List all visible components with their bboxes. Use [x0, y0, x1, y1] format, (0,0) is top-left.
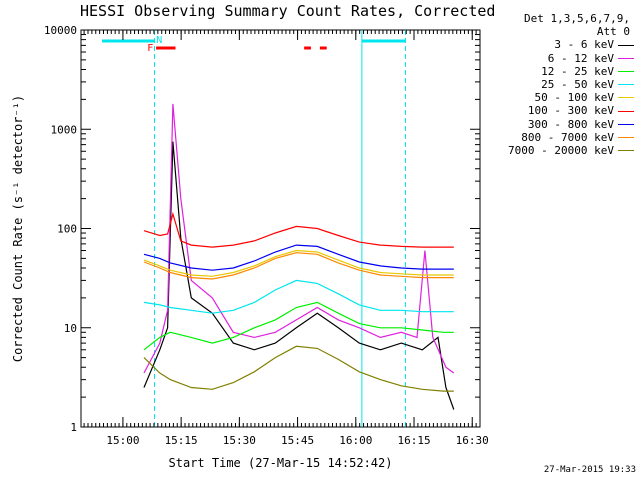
- series-line-3: [143, 301, 454, 351]
- legend-swatch: [618, 136, 634, 138]
- series-line-2: [143, 103, 455, 374]
- y-tick-label-10000: 10000: [44, 24, 77, 37]
- flare-flag-label: F: [147, 43, 153, 54]
- legend-entry-label: 3 - 6 keV: [554, 38, 614, 52]
- y-tick-label-1000: 1000: [51, 123, 78, 136]
- legend-entry-9: 7000 - 20000 keV: [484, 144, 634, 157]
- legend-entry-label: 25 - 50 keV: [541, 78, 614, 92]
- legend-entry-3: 12 - 25 keV: [484, 65, 634, 78]
- legend-entry-label: 12 - 25 keV: [541, 64, 614, 78]
- series-line-5: [143, 249, 454, 277]
- x-tick-label-5: 16:15: [397, 434, 430, 447]
- legend-entry-label: 50 - 100 keV: [534, 91, 614, 105]
- legend-entry-4: 25 - 50 keV: [484, 78, 634, 91]
- x-tick-label-2: 15:30: [223, 434, 256, 447]
- y-tick-label-1: 1: [70, 421, 77, 434]
- legend-swatch: [618, 57, 634, 59]
- legend-entry-2: 6 - 12 keV: [484, 52, 634, 65]
- night-flag-label: N: [156, 35, 162, 46]
- x-axis-label: Start Time (27-Mar-15 14:52:42): [169, 456, 393, 470]
- legend-entry-7: 300 - 800 keV: [484, 118, 634, 131]
- x-tick-label-6: 16:30: [456, 434, 489, 447]
- y-tick-label-10: 10: [64, 322, 77, 335]
- legend-attenuator: Att 0: [596, 25, 630, 39]
- series-line-7: [143, 244, 454, 271]
- legend-entry-label: 800 - 7000 keV: [521, 130, 614, 144]
- y-axis-label: Corrected Count Rate (s⁻¹ detector⁻¹): [11, 95, 25, 362]
- legend-entry-1: 3 - 6 keV: [484, 38, 634, 51]
- legend-swatch: [618, 97, 634, 99]
- series-line-4: [143, 279, 454, 314]
- legend: Det 1,3,5,6,7,9, Att 0 3 - 6 keV 6 - 12 k…: [484, 12, 634, 157]
- generation-timestamp: 27-Mar-2015 19:33: [543, 465, 636, 475]
- legend-entry-label: 100 - 300 keV: [527, 104, 614, 118]
- legend-entry-label: 7000 - 20000 keV: [508, 144, 614, 158]
- series-line-8: [143, 252, 454, 280]
- legend-swatch: [618, 84, 634, 86]
- legend-swatch: [618, 70, 634, 72]
- legend-swatch: [618, 123, 634, 125]
- series-line-9: [143, 345, 454, 392]
- x-tick-label-4: 16:00: [339, 434, 372, 447]
- plot-frame: [80, 29, 481, 428]
- legend-entry-8: 800 - 7000 keV: [484, 131, 634, 144]
- legend-entry-label: 6 - 12 keV: [547, 51, 614, 65]
- chart-title: HESSI Observing Summary Count Rates, Cor…: [80, 2, 496, 20]
- legend-entry-5: 50 - 100 keV: [484, 91, 634, 104]
- y-tick-label-100: 100: [57, 223, 77, 236]
- legend-swatch: [618, 110, 634, 112]
- legend-entry-6: 100 - 300 keV: [484, 104, 634, 117]
- legend-detectors: Det 1,3,5,6,7,9,: [524, 12, 630, 25]
- x-tick-label-0: 15:00: [106, 434, 139, 447]
- x-tick-label-1: 15:15: [165, 434, 198, 447]
- legend-entry-label: 300 - 800 keV: [527, 117, 614, 131]
- series-line-6: [143, 211, 454, 248]
- legend-swatch: [618, 44, 634, 46]
- legend-swatch: [618, 150, 634, 152]
- x-tick-label-3: 15:45: [281, 434, 314, 447]
- series-line-1: [143, 141, 455, 410]
- series-group: [143, 103, 455, 410]
